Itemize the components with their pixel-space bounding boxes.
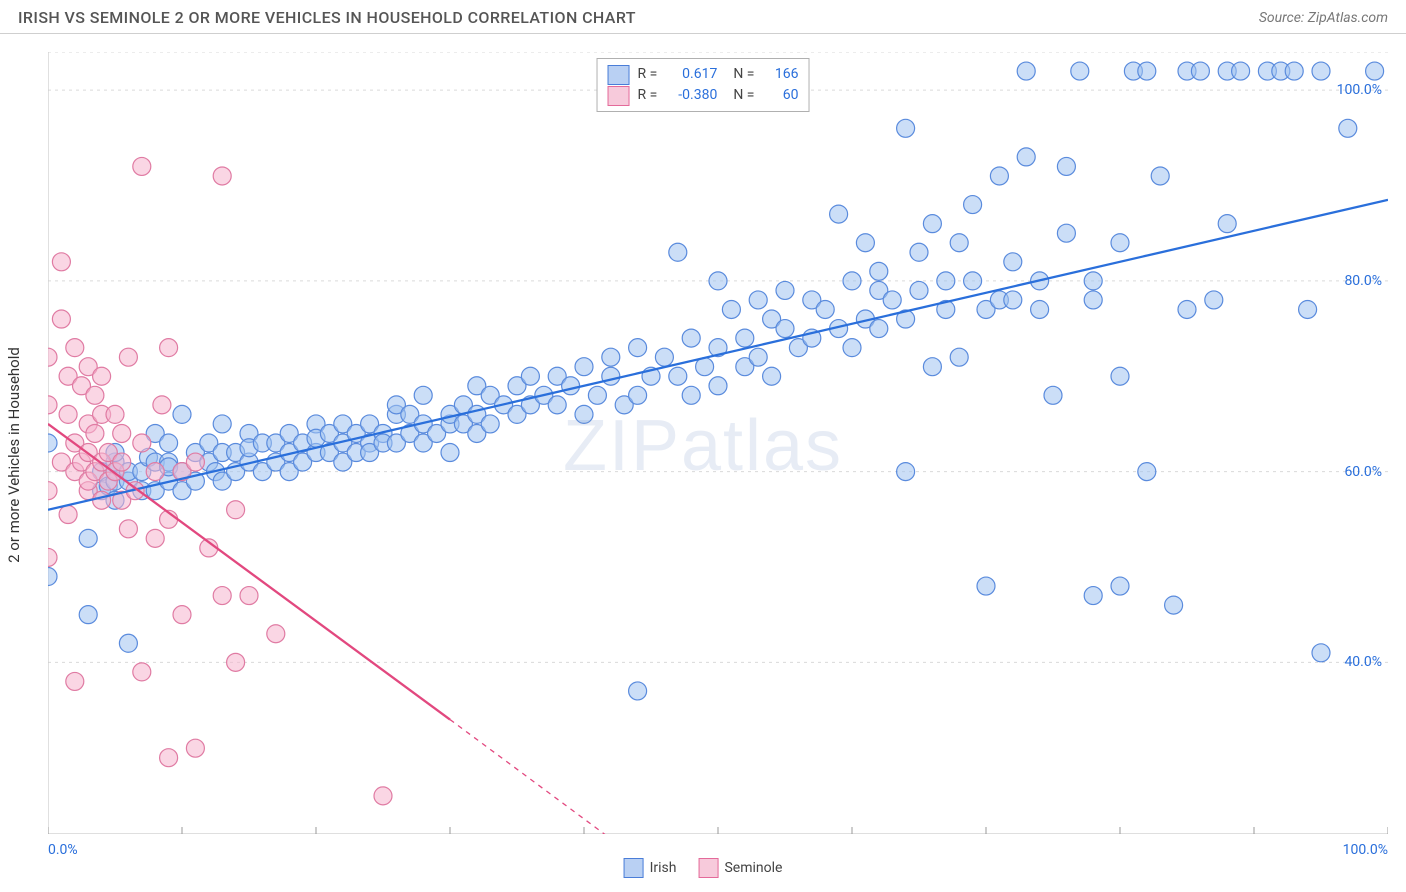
- y-tick-label: 40.0%: [1344, 654, 1382, 670]
- chart-title: IRISH VS SEMINOLE 2 OR MORE VEHICLES IN …: [18, 8, 636, 27]
- y-tick-label: 60.0%: [1344, 464, 1382, 480]
- legend-swatch: [624, 858, 644, 878]
- scatter-plot: [48, 52, 1388, 834]
- n-value: 166: [762, 64, 798, 85]
- series-legend: Irish Seminole: [624, 858, 783, 878]
- r-value: -0.380: [665, 85, 717, 106]
- r-label: R =: [638, 64, 658, 85]
- legend-item: Seminole: [698, 858, 782, 878]
- series-swatch: [608, 86, 630, 106]
- stats-row: R = -0.380 N = 60: [608, 85, 799, 106]
- plot-area: [48, 52, 1388, 834]
- legend-swatch: [698, 858, 718, 878]
- stats-row: R = 0.617 N = 166: [608, 64, 799, 85]
- n-value: 60: [762, 85, 798, 106]
- n-label: N =: [733, 64, 754, 85]
- stats-legend: R = 0.617 N = 166 R = -0.380 N = 60: [597, 58, 810, 112]
- legend-item: Irish: [624, 858, 677, 878]
- y-axis-label: 2 or more Vehicles in Household: [5, 347, 23, 563]
- y-tick-label: 100.0%: [1337, 82, 1382, 98]
- chart-header: IRISH VS SEMINOLE 2 OR MORE VEHICLES IN …: [0, 0, 1406, 34]
- y-tick-label: 80.0%: [1344, 273, 1382, 289]
- x-axis-min-label: 0.0%: [48, 842, 78, 858]
- n-label: N =: [733, 85, 754, 106]
- legend-label: Seminole: [724, 860, 782, 876]
- r-value: 0.617: [665, 64, 717, 85]
- source-attribution: Source: ZipAtlas.com: [1259, 10, 1388, 26]
- x-axis-max-label: 100.0%: [1343, 842, 1388, 858]
- series-swatch: [608, 65, 630, 85]
- legend-label: Irish: [650, 860, 677, 876]
- r-label: R =: [638, 85, 658, 106]
